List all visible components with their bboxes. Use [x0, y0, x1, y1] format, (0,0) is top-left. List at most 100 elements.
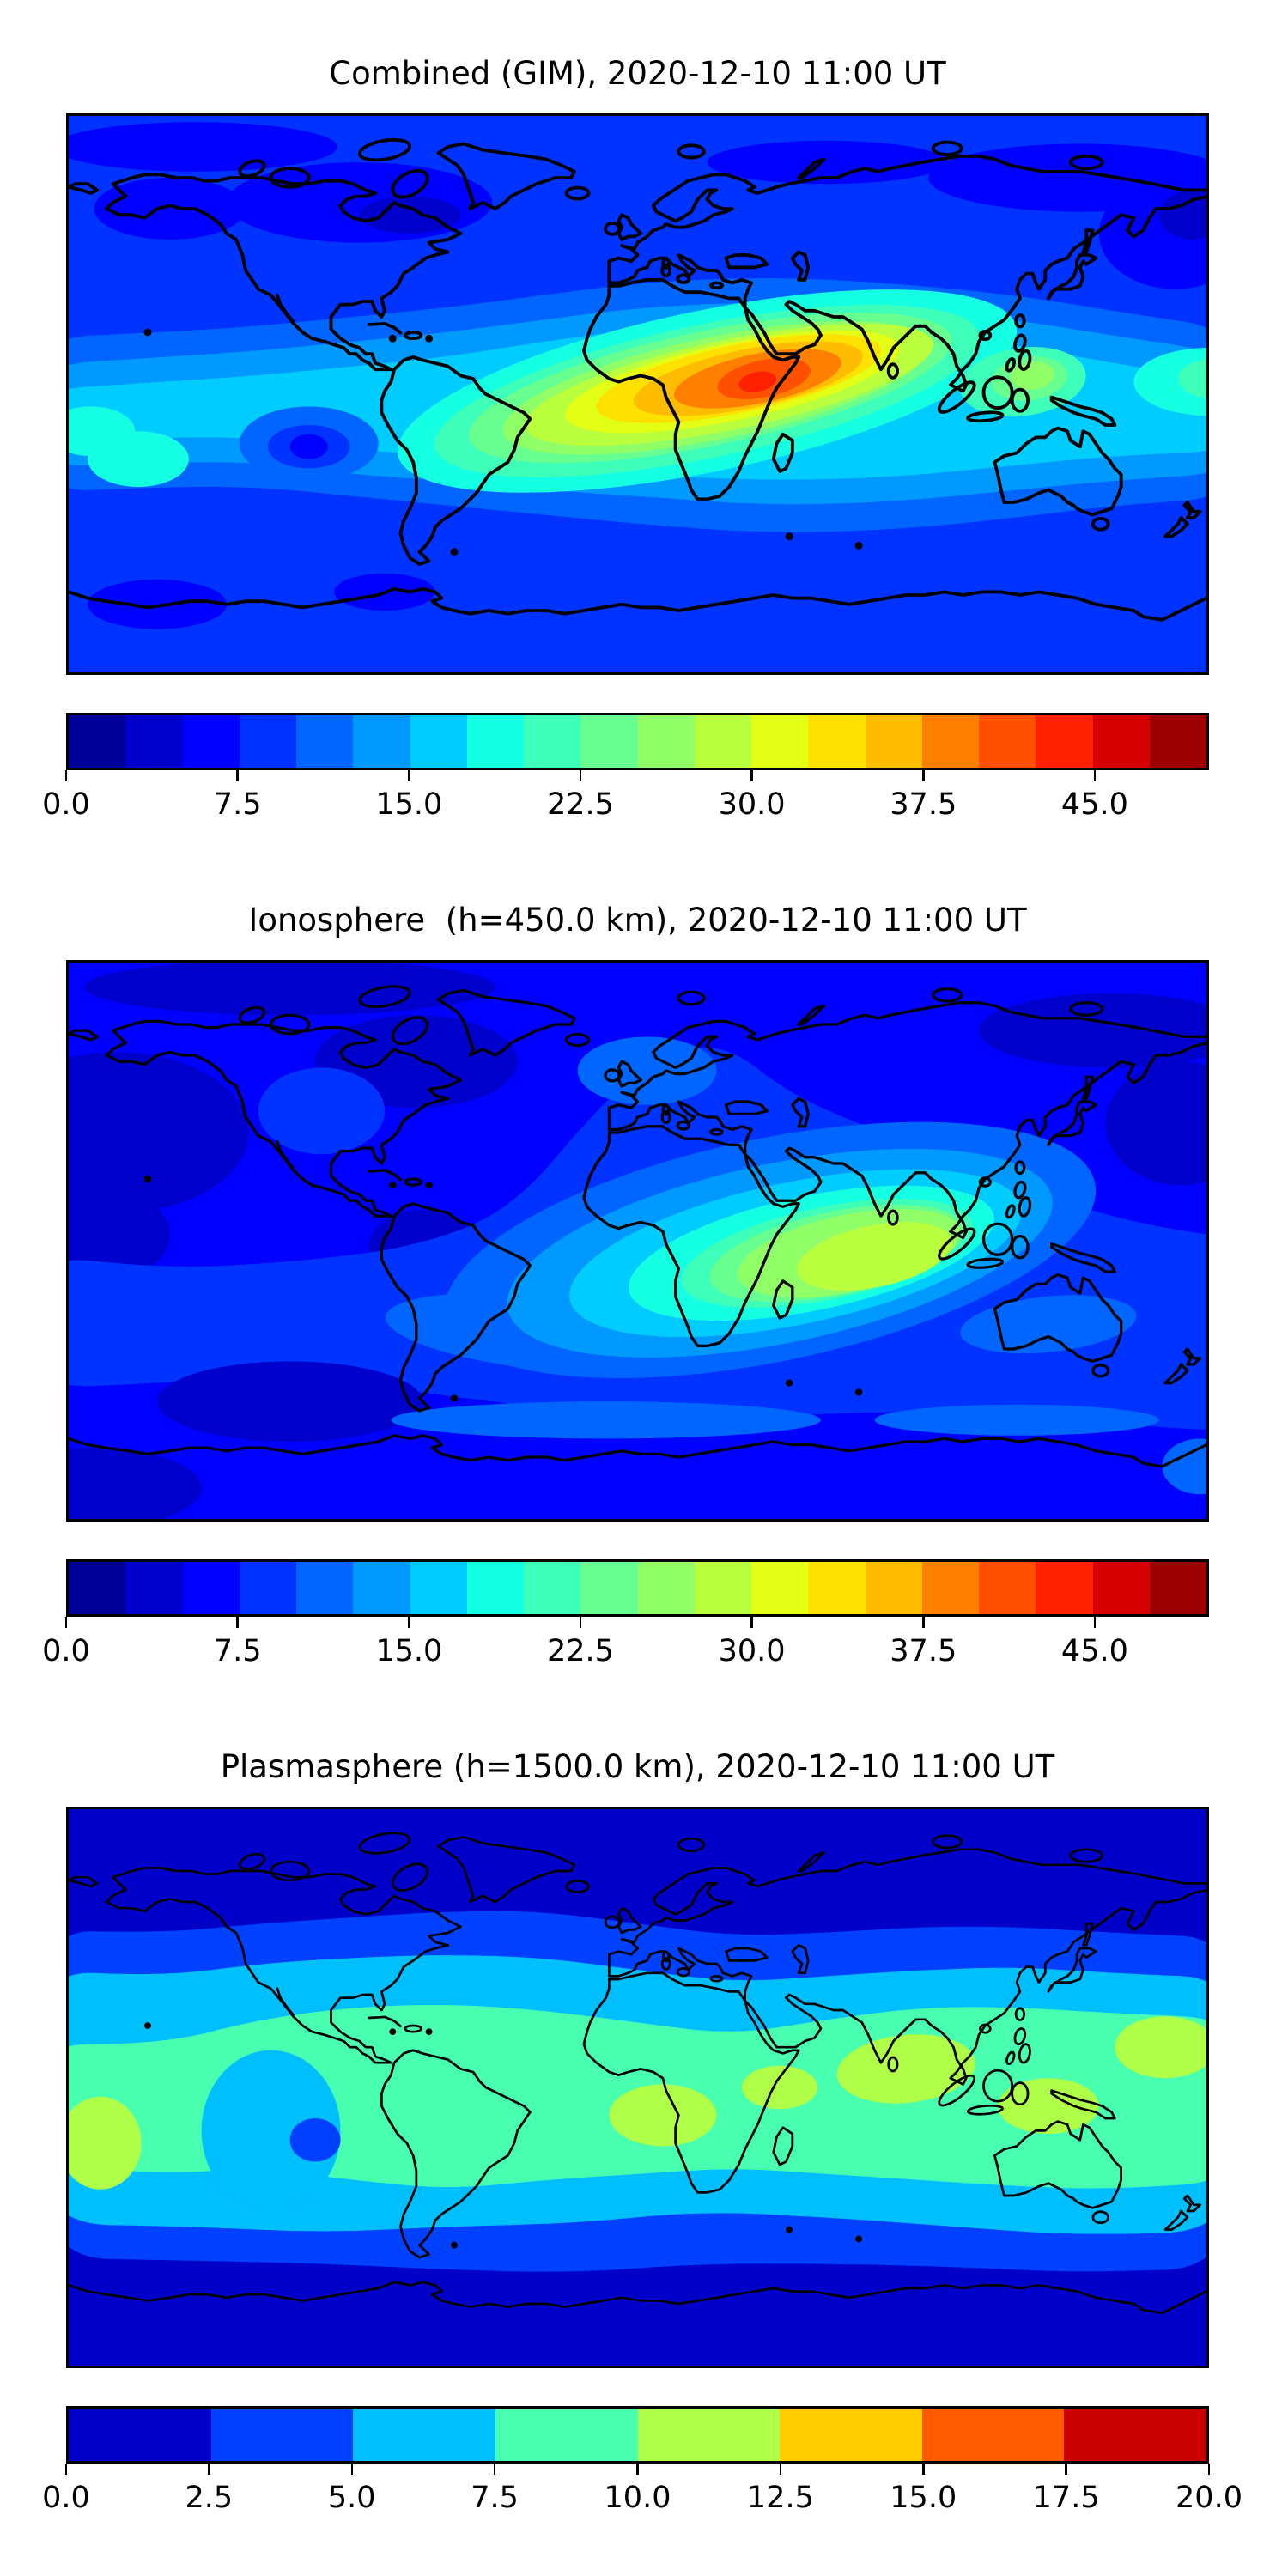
island-dot [786, 2226, 793, 2233]
island-outline [404, 331, 423, 341]
world-map-combined [66, 113, 1209, 675]
coastline-path [69, 1875, 99, 1888]
colorbar-segment [1036, 1562, 1093, 1614]
island-dot [143, 1175, 152, 1183]
island-outline [660, 1957, 671, 1971]
colorbar-combined [66, 713, 1209, 770]
coastline-path [771, 432, 794, 473]
colorbar-segment [125, 1562, 183, 1614]
coastline-path [69, 1434, 1206, 1468]
colorbar-tick-label: 7.5 [471, 2481, 519, 2515]
colorbar-tick-label: 12.5 [746, 2481, 814, 2515]
colorbar-tick [750, 770, 753, 781]
world-map-ionosphere [66, 960, 1209, 1522]
island-outline [604, 1068, 621, 1083]
island-outline [938, 1227, 976, 1261]
colorbar-tick [408, 1617, 410, 1628]
contour-blob [157, 1361, 423, 1442]
colorbar-tick-label: 30.0 [718, 787, 786, 822]
colorbar-tick [579, 770, 582, 781]
island-outline [269, 1013, 311, 1036]
coastline-path [725, 1947, 769, 1962]
colorbar-segment [466, 1562, 524, 1614]
colorbar-segment [69, 715, 126, 768]
colorbar-segment [921, 1562, 979, 1614]
colorbar-tick-label: 0.0 [42, 1634, 90, 1668]
colorbar-segment [182, 715, 240, 768]
colorbar-tick [579, 1617, 582, 1628]
colorbar-tick-label: 7.5 [213, 1634, 262, 1668]
island-outline [709, 1975, 724, 1983]
island-outline [404, 1177, 423, 1187]
colorbar-tick [922, 1617, 925, 1628]
colorbar-segment [296, 1562, 354, 1614]
colorbar-segment [808, 1562, 866, 1614]
world-map-svg [69, 1809, 1206, 2366]
colorbar-segment [466, 715, 524, 768]
colorbar-tick-label: 22.5 [546, 1634, 614, 1668]
contour-blob [289, 2118, 341, 2162]
island-outline [391, 1862, 429, 1892]
island-outline [887, 2056, 899, 2073]
coastline-path [607, 154, 1206, 393]
colorbar-tick-label: 15.0 [375, 1634, 443, 1668]
island-outline [1018, 349, 1032, 371]
coastline-path [1050, 2089, 1116, 2120]
colorbar-segment [865, 1562, 922, 1614]
island-outline [1014, 313, 1026, 329]
contour-blob [1105, 1061, 1206, 1186]
coastline-path [1047, 1100, 1097, 1147]
coastline-path [380, 355, 532, 566]
coastline-path [69, 586, 1206, 622]
island-outline [1068, 154, 1104, 171]
colorbar-tick-label: 17.5 [1032, 2481, 1100, 2515]
colorbar-ticks-ionosphere: 0.0 7.5 15.0 22.5 30.0 37.5 45.0 [42, 1617, 1209, 1720]
colorbar-tick [636, 2464, 639, 2475]
colorbar-segment [495, 2409, 638, 2461]
coastline-path [797, 1851, 826, 1873]
contour-blob [289, 434, 328, 459]
contour-blob [69, 1185, 170, 1285]
colorbar-tick [1207, 2464, 1211, 2475]
colorbar-tick-label: 45.0 [1060, 787, 1128, 822]
island-outline [981, 1222, 1014, 1256]
island-dot [450, 1394, 459, 1402]
coastline-path [790, 250, 811, 282]
contour-blob [1158, 190, 1206, 240]
island-outline [978, 1176, 992, 1188]
colorbar-tick [408, 770, 410, 781]
island-outline [1014, 1160, 1026, 1176]
coastline-path [276, 1987, 295, 2016]
colorbar-tick [922, 770, 925, 781]
colorbar-tick [1065, 2464, 1067, 2475]
coastline-path [1182, 501, 1202, 519]
colorbar-segment [637, 715, 695, 768]
island-outline [238, 1005, 266, 1024]
island-outline [565, 1032, 591, 1048]
island-dot [389, 1182, 397, 1189]
contour-blob [88, 580, 228, 629]
island-outline [932, 1834, 963, 1850]
island-outline [604, 1915, 621, 1929]
colorbar-segment [1064, 2409, 1206, 2461]
world-map-svg [69, 116, 1206, 672]
colorbar-segment [296, 715, 354, 768]
colorbar-ticks-combined: 0.0 7.5 15.0 22.5 30.0 37.5 45.0 [42, 770, 1209, 873]
colorbar-tick-label: 5.0 [327, 2481, 376, 2515]
coastline-path [1049, 1242, 1116, 1273]
panel-title-ionosphere: Ionosphere (h=450.0 km), 2020-12-10 11:0… [248, 902, 1027, 939]
colorbar-segment [580, 715, 638, 768]
colorbar-tick-label: 22.5 [546, 787, 614, 822]
contour-blob [201, 2050, 341, 2211]
coastline-path [69, 2281, 1206, 2315]
island-outline [1013, 1180, 1027, 1200]
panel-title-combined: Combined (GIM), 2020-12-10 11:00 UT [329, 55, 946, 92]
contour-blob [1133, 348, 1206, 416]
coastline-path [436, 142, 576, 210]
colorbar-tick [1093, 770, 1097, 781]
island-outline [1013, 2027, 1027, 2046]
island-outline [238, 159, 266, 179]
island-outline [677, 990, 706, 1006]
colorbar-segment [979, 1562, 1036, 1614]
